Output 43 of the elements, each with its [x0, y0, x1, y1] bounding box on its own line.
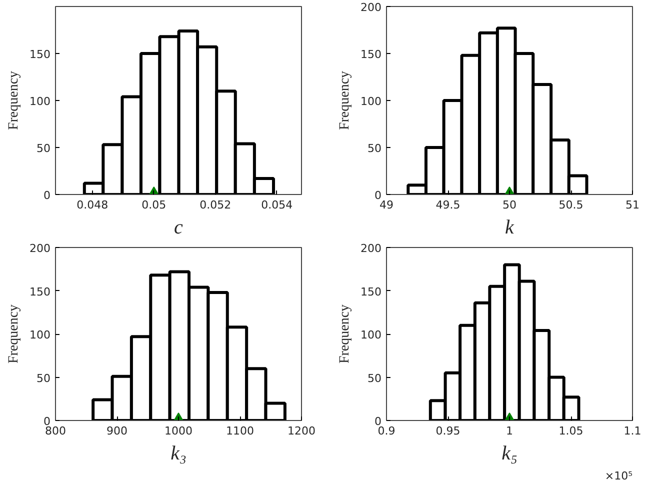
- text: ×10⁵: [604, 470, 632, 482]
- y-tick-label: 50: [368, 142, 382, 155]
- x-tick-label: 50.5: [558, 198, 584, 212]
- x-axis-title: c: [174, 216, 184, 238]
- y-tick-label: 200: [360, 1, 382, 14]
- x-tick-label: 0.95: [436, 424, 460, 438]
- x-tick-label: 1200: [288, 424, 316, 438]
- x-axis-title: k₃: [170, 442, 186, 464]
- y-tick-label: 100: [360, 328, 382, 342]
- y-tick-label: 100: [360, 95, 382, 108]
- y-tick-label: 0: [44, 189, 50, 202]
- y-tick-label: 50: [36, 372, 51, 385]
- x-tick-label: 49: [380, 198, 394, 212]
- y-axis-title: Frequency: [6, 70, 22, 130]
- x-tick-label: 900: [106, 424, 128, 438]
- y-tick-label: 100: [30, 328, 51, 342]
- y-tick-label: 150: [360, 48, 382, 61]
- x-tick-label: 0.052: [200, 198, 232, 212]
- x-tick-label: 0.054: [261, 198, 293, 212]
- y-tick-label: 50: [368, 372, 382, 385]
- x-tick-label: 1: [506, 424, 513, 438]
- y-tick-label: 200: [360, 242, 382, 255]
- x-tick-label: 49.5: [436, 198, 460, 212]
- y-tick-label: 50: [36, 142, 51, 155]
- y-tick-label: 200: [30, 242, 51, 255]
- y-tick-label: 100: [30, 95, 51, 108]
- x-axis-title: k: [505, 216, 516, 238]
- y-tick-label: 150: [360, 285, 382, 298]
- y-axis-title: Frequency: [338, 304, 353, 364]
- y-tick-label: 0: [374, 189, 382, 202]
- x-tick-label: 1.05: [558, 424, 584, 438]
- y-axis-title: Frequency: [338, 70, 353, 130]
- x-tick-label: 51: [626, 198, 640, 212]
- x-tick-label: 0.048: [76, 198, 108, 212]
- x-axis-title: k₅: [502, 442, 518, 464]
- x-tick-label: 0.05: [142, 198, 166, 212]
- y-tick-label: 150: [30, 48, 51, 61]
- y-tick-label: 150: [30, 285, 51, 298]
- x-tick-label: 50: [502, 198, 516, 212]
- x-tick-label: 1100: [226, 424, 254, 438]
- y-axis-title: Frequency: [6, 304, 22, 364]
- x-tick-label: 1.1: [624, 424, 642, 438]
- x-tick-label: 1000: [164, 424, 193, 438]
